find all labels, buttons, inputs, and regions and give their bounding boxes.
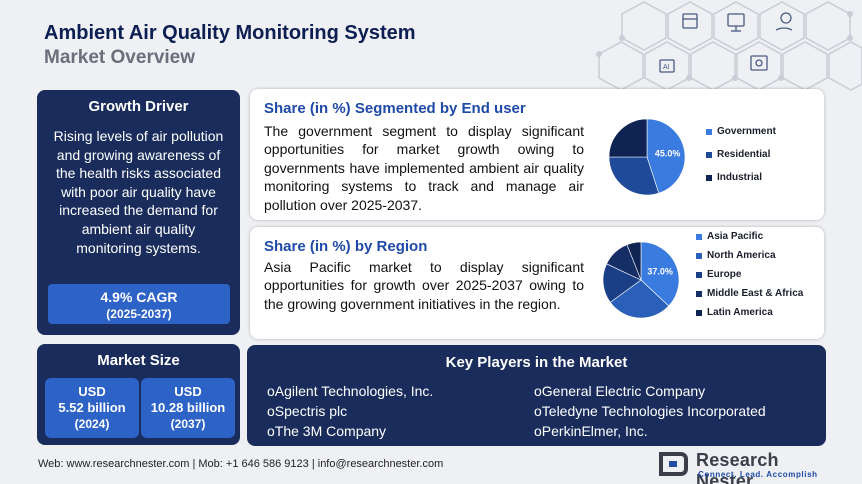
cagr-period: (2025-2037) — [106, 307, 172, 321]
page-subtitle: Market Overview — [44, 47, 196, 68]
pie-slice-government — [646, 118, 686, 194]
key-players-panel: Key Players in the Market oAgilent Techn… — [247, 345, 826, 446]
market-size-year: (2024) — [74, 417, 110, 431]
logo-icon — [659, 452, 688, 476]
hexagon-outline — [713, 1, 759, 51]
end-user-card: Share (in %) Segmented by End user The g… — [250, 89, 824, 220]
legend-swatch — [696, 233, 702, 240]
hexagon-outline — [805, 1, 851, 51]
market-size-panel: Market Size USD 5.52 billion (2024) USD … — [37, 344, 240, 445]
logo-tagline: Connect. Lead. Accomplish — [698, 470, 818, 479]
region-heading: Share (in %) by Region — [264, 238, 428, 255]
legend-label: Europe — [707, 269, 742, 280]
legend-item: Industrial — [706, 172, 776, 183]
pie-slice-industrial — [608, 118, 648, 158]
legend-item: Residential — [706, 149, 776, 160]
legend-label: Industrial — [717, 172, 763, 183]
legend-item: Europe — [696, 269, 803, 280]
gear-hand-icon — [775, 12, 793, 31]
key-player-item: oSpectris plc — [267, 403, 348, 419]
legend-label: Latin America — [707, 307, 773, 318]
region-text: Asia Pacific market to display significa… — [264, 259, 584, 312]
legend-item: Government — [706, 126, 776, 137]
hexagon-outline — [667, 1, 713, 51]
growth-driver-text: Rising levels of air pollution and growi… — [53, 128, 224, 256]
region-card: Share (in %) by Region Asia Pacific mark… — [250, 227, 824, 339]
currency-label: USD — [78, 384, 106, 399]
hexagon-outline — [782, 41, 828, 91]
pie-data-label: 37.0% — [647, 267, 673, 277]
pie-slice-latin-america — [626, 241, 642, 281]
key-player-item: oAgilent Technologies, Inc. — [267, 383, 434, 399]
key-player-item: oGeneral Electric Company — [534, 383, 706, 399]
footer-contact: Web: www.researchnester.com | Mob: +1 64… — [38, 458, 444, 470]
growth-driver-heading: Growth Driver — [88, 98, 189, 115]
legend-swatch — [706, 151, 712, 158]
hexagon-dots — [596, 11, 853, 81]
legend-label: Asia Pacific — [707, 231, 764, 242]
hexagon-outline — [690, 41, 736, 91]
hexagon-outline — [621, 1, 667, 51]
page-title: Ambient Air Quality Monitoring System — [44, 22, 416, 44]
market-size-amount: 5.52 billion — [58, 400, 126, 415]
market-size-2024-box: USD 5.52 billion (2024) — [45, 378, 139, 438]
legend-swatch — [696, 252, 702, 259]
pie-data-label: 45.0% — [655, 149, 681, 159]
hexagon-outline — [598, 41, 644, 91]
hexagon-outline — [759, 1, 805, 51]
key-player-item: oTeledyne Technologies Incorporated — [534, 403, 766, 419]
cagr-badge: 4.9% CAGR (2025-2037) — [48, 284, 230, 324]
legend-swatch — [706, 174, 712, 181]
legend-label: Residential — [717, 149, 771, 160]
pie-slice-asia-pacific — [640, 241, 680, 307]
legend-label: North America — [707, 250, 776, 261]
end-user-legend: Government Residential Industrial — [706, 126, 776, 195]
legend-swatch — [696, 290, 702, 297]
market-size-year: (2037) — [170, 417, 206, 431]
end-user-text: The government segment to display signif… — [264, 123, 584, 213]
pie-slice-north-america — [609, 279, 670, 319]
growth-driver-panel: Growth Driver Rising levels of air pollu… — [37, 90, 240, 335]
market-size-2037-box: USD 10.28 billion (2037) — [141, 378, 235, 438]
currency-label: USD — [174, 384, 202, 399]
cagr-value: 4.9% CAGR — [100, 289, 178, 305]
hexagon-outline — [828, 41, 862, 91]
end-user-pie-chart: 45.0% — [608, 118, 686, 196]
legend-swatch — [696, 309, 702, 316]
legend-item: Middle East & Africa — [696, 288, 803, 299]
svg-text:AI: AI — [663, 64, 670, 71]
key-players-column-1: oAgilent Technologies, Inc. oSpectris pl… — [267, 381, 433, 441]
monitor-icon — [727, 13, 745, 32]
legend-label: Government — [717, 126, 776, 137]
key-players-heading: Key Players in the Market — [445, 354, 628, 371]
research-nester-logo: Research Nester Connect. Lead. Accomplis… — [658, 449, 828, 484]
legend-swatch — [696, 271, 702, 278]
pie-slice-residential — [608, 156, 660, 196]
legend-item: North America — [696, 250, 803, 261]
logo-name: Research Nester — [696, 450, 779, 484]
end-user-heading: Share (in %) Segmented by End user — [264, 100, 526, 117]
market-size-heading: Market Size — [97, 352, 180, 369]
legend-swatch — [706, 128, 712, 135]
legend-label: Middle East & Africa — [707, 288, 804, 299]
ai-chip-icon: AI — [659, 59, 675, 73]
secure-screen-icon — [750, 55, 768, 71]
region-legend: Asia Pacific North America Europe Middle Ea… — [696, 231, 803, 326]
legend-item: Latin America — [696, 307, 803, 318]
legend-item: Asia Pacific — [696, 231, 803, 242]
key-player-item: oPerkinElmer, Inc. — [534, 423, 648, 439]
region-pie-chart: 37.0% — [602, 241, 680, 319]
key-player-item: oThe 3M Company — [267, 423, 387, 439]
key-players-column-2: oGeneral Electric Company oTeledyne Tech… — [534, 381, 766, 441]
package-icon — [682, 13, 698, 29]
market-size-amount: 10.28 billion — [150, 400, 226, 415]
